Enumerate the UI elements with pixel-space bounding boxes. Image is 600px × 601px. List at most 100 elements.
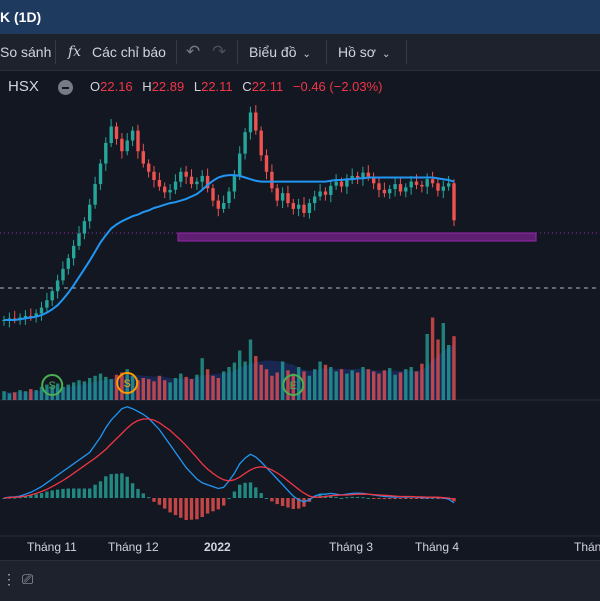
volume-bar xyxy=(409,367,413,400)
volume-bar xyxy=(179,373,183,400)
event-marker-label: S xyxy=(49,380,56,392)
macd-histogram-bar xyxy=(259,493,263,498)
macd-histogram-bar xyxy=(18,497,22,499)
candle xyxy=(238,153,242,176)
macd-histogram-bar xyxy=(339,498,344,499)
macd-histogram-bar xyxy=(168,498,172,513)
macd-histogram-bar xyxy=(430,498,435,499)
macd-histogram-bar xyxy=(55,489,60,498)
redo-icon[interactable]: ↷ xyxy=(212,42,227,61)
chevron-down-icon: ⌄ xyxy=(302,49,311,60)
candle xyxy=(388,189,392,194)
candle xyxy=(34,313,38,317)
candle xyxy=(200,175,204,182)
candle xyxy=(216,200,220,209)
macd-histogram-bar xyxy=(98,481,103,498)
candle xyxy=(120,138,124,152)
macd-histogram-bar xyxy=(264,498,269,499)
macd-histogram-bar xyxy=(189,498,194,520)
candle xyxy=(109,126,113,143)
candle xyxy=(297,204,301,209)
macd-histogram-bar xyxy=(184,498,188,520)
macd-histogram-bar xyxy=(152,498,156,502)
signal-line xyxy=(3,418,455,501)
macd-histogram-bar xyxy=(2,498,6,499)
support-zone-rectangle xyxy=(177,232,537,242)
title-bar: K (1D) xyxy=(0,0,600,34)
candle xyxy=(318,191,322,197)
volume-bar xyxy=(286,370,290,400)
scroll-icon[interactable]: ⋮ xyxy=(2,571,16,587)
candle xyxy=(414,181,419,185)
candle xyxy=(334,181,338,186)
candle xyxy=(125,140,129,152)
volume-bar xyxy=(13,392,17,400)
undo-icon[interactable]: ↶ xyxy=(186,42,201,61)
volume-bar xyxy=(414,371,419,400)
macd-histogram-bar xyxy=(291,498,295,509)
compare-button[interactable]: So sánh xyxy=(0,44,52,60)
candle xyxy=(141,151,145,164)
macd-histogram-bar xyxy=(29,495,33,498)
exchange-label: HSX xyxy=(8,78,39,95)
candle xyxy=(179,171,183,182)
x-tick-label: Tháng 11 xyxy=(27,540,77,554)
volume-bar xyxy=(184,376,188,400)
macd-histogram-bar xyxy=(141,493,145,498)
macd-histogram-bar xyxy=(72,488,76,498)
candle xyxy=(323,191,328,195)
volume-bar xyxy=(366,369,370,400)
profile-button[interactable]: Hồ sơ ⌄ xyxy=(338,34,390,70)
volume-bar xyxy=(157,375,162,400)
toolbar-divider xyxy=(237,40,238,64)
high-value: 22.89 xyxy=(151,79,185,94)
chart-type-button[interactable]: Biểu đồ ⌄ xyxy=(249,34,311,70)
macd-histogram-bar xyxy=(34,494,38,498)
candle xyxy=(398,184,403,192)
macd-histogram-bar xyxy=(173,498,178,516)
volume-bar xyxy=(7,393,12,400)
candle xyxy=(420,184,424,187)
collapse-toggle-icon[interactable] xyxy=(58,80,73,95)
candle xyxy=(61,268,65,281)
macd-histogram-bar xyxy=(414,498,419,499)
macd-histogram-bar xyxy=(366,498,370,499)
profile-label: Hồ sơ xyxy=(338,44,376,60)
volume-bar xyxy=(318,361,322,400)
replay-icon[interactable]: ⎚ xyxy=(22,571,34,587)
candle xyxy=(173,181,178,190)
candle xyxy=(227,191,231,203)
candle xyxy=(66,258,70,269)
macd-histogram-bar xyxy=(120,473,124,498)
volume-bar xyxy=(147,379,151,400)
candle xyxy=(409,181,413,188)
macd-line xyxy=(3,406,455,504)
candle xyxy=(264,155,269,172)
macd-histogram-bar xyxy=(398,498,403,499)
macd-histogram-bar xyxy=(238,484,242,498)
volume-bar xyxy=(377,373,381,400)
candle xyxy=(355,175,360,179)
macd-histogram-bar xyxy=(82,488,87,498)
candle xyxy=(77,233,81,246)
macd-histogram-bar xyxy=(50,490,54,498)
macd-histogram-bar xyxy=(163,498,167,509)
macd-histogram-bar xyxy=(382,498,387,500)
candle xyxy=(88,204,92,222)
volume-bar xyxy=(152,381,156,400)
volume-bar xyxy=(29,389,33,400)
indicators-button[interactable]: Các chỉ báo xyxy=(92,44,166,60)
macd-histogram-bar xyxy=(77,488,81,498)
macd-histogram-bar xyxy=(222,498,226,506)
volume-bar xyxy=(141,378,145,400)
chart-type-label: Biểu đồ xyxy=(249,44,297,60)
time-axis[interactable]: Tháng 11 Tháng 12 2022 Tháng 3 Tháng 4 T… xyxy=(0,538,600,558)
candle xyxy=(393,184,397,189)
candle xyxy=(55,280,60,292)
candle xyxy=(259,130,263,156)
candle xyxy=(72,245,76,259)
macd-histogram-bar xyxy=(280,498,285,506)
candle xyxy=(157,180,162,187)
